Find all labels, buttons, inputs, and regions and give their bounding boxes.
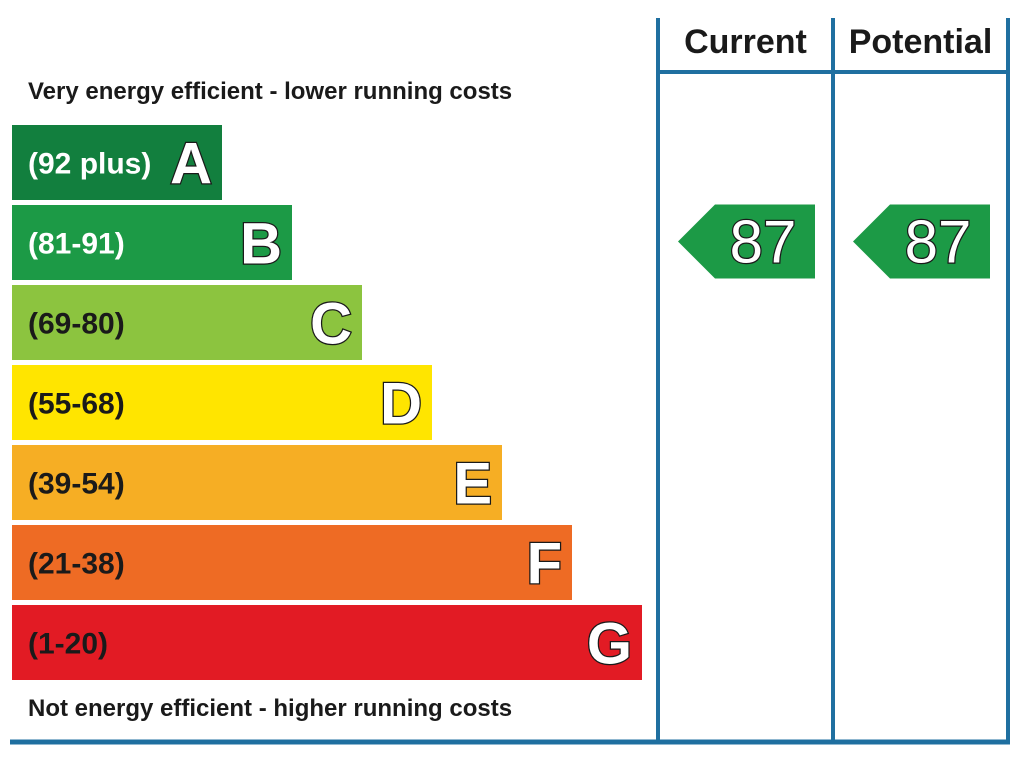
- band-letter: D: [380, 372, 422, 437]
- column-header: Current: [684, 23, 807, 61]
- bottom-caption: Not energy efficient - higher running co…: [28, 695, 512, 722]
- band-letter: A: [170, 132, 212, 197]
- column-potential: Potential 87: [849, 23, 993, 279]
- band-bar: [12, 605, 642, 680]
- band-a: (92 plus) A: [12, 125, 222, 200]
- band-letter: G: [587, 612, 632, 677]
- band-bar: [12, 285, 362, 360]
- band-range-label: (21-38): [28, 548, 125, 581]
- band-bar: [12, 205, 292, 280]
- band-bar: [12, 525, 572, 600]
- band-range-label: (69-80): [28, 308, 125, 341]
- band-e: (39-54) E: [12, 445, 502, 520]
- band-c: (69-80) C: [12, 285, 362, 360]
- band-range-label: (1-20): [28, 628, 108, 661]
- band-letter: B: [240, 212, 282, 277]
- band-f: (21-38) F: [12, 525, 572, 600]
- column-header: Potential: [849, 23, 993, 61]
- band-range-label: (92 plus): [28, 148, 151, 181]
- band-b: (81-91) B: [12, 205, 292, 280]
- rating-arrow: [853, 204, 990, 279]
- band-bar: [12, 365, 432, 440]
- column-current: Current 87: [678, 23, 815, 279]
- chart-frame: [10, 18, 1010, 745]
- rating-columns: Current 87 Potential 87: [678, 23, 992, 279]
- band-range-label: (55-68): [28, 388, 125, 421]
- band-letter: E: [453, 452, 492, 517]
- rating-bands: (92 plus) A (81-91) B (69-80) C (55-68) D (39-54…: [12, 125, 642, 680]
- band-range-label: (81-91): [28, 228, 125, 261]
- rating-value: 87: [730, 209, 797, 276]
- band-letter: C: [310, 292, 352, 357]
- band-g: (1-20) G: [12, 605, 642, 680]
- band-range-label: (39-54): [28, 468, 125, 501]
- band-bar: [12, 125, 222, 200]
- rating-arrow: [678, 204, 815, 279]
- band-d: (55-68) D: [12, 365, 432, 440]
- rating-value: 87: [905, 209, 972, 276]
- band-letter: F: [527, 532, 562, 597]
- band-bar: [12, 445, 502, 520]
- top-caption: Very energy efficient - lower running co…: [28, 78, 512, 105]
